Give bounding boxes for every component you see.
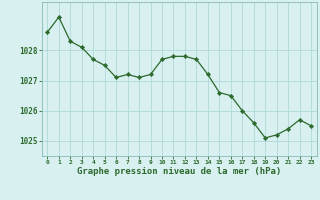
X-axis label: Graphe pression niveau de la mer (hPa): Graphe pression niveau de la mer (hPa) [77,167,281,176]
